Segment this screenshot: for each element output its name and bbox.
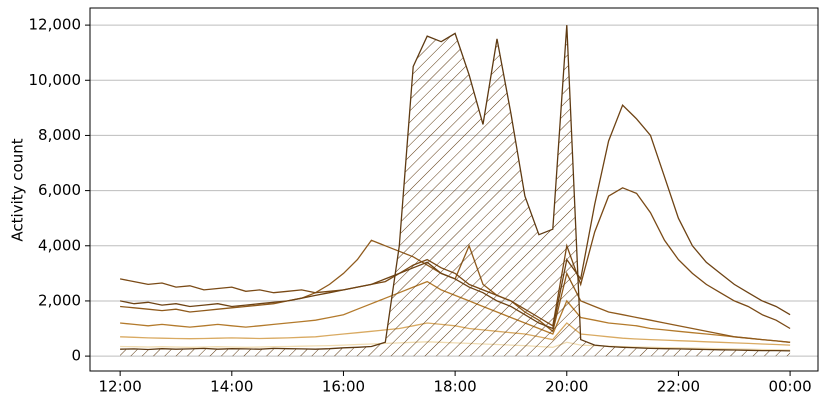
y-axis-label: Activity count — [9, 138, 27, 241]
y-tick-label: 8,000 — [38, 126, 81, 144]
y-tick-label: 0 — [71, 347, 81, 365]
y-tick-label: 10,000 — [29, 71, 82, 89]
x-tick-label: 12:00 — [99, 378, 142, 396]
hatched-area — [120, 25, 791, 357]
x-tick-label: 22:00 — [657, 378, 700, 396]
x-tick-label: 14:00 — [210, 378, 253, 396]
y-tick-label: 4,000 — [38, 236, 81, 254]
x-tick-label: 20:00 — [545, 378, 588, 396]
plot-frame — [89, 7, 819, 372]
y-tick-label: 6,000 — [38, 181, 81, 199]
x-tick-label: 16:00 — [322, 378, 365, 396]
y-tick-label: 12,000 — [29, 16, 82, 34]
x-tick-label: 18:00 — [433, 378, 476, 396]
series-line — [120, 25, 791, 352]
y-tick-label: 2,000 — [38, 291, 81, 309]
x-tick-label: 00:00 — [768, 378, 811, 396]
